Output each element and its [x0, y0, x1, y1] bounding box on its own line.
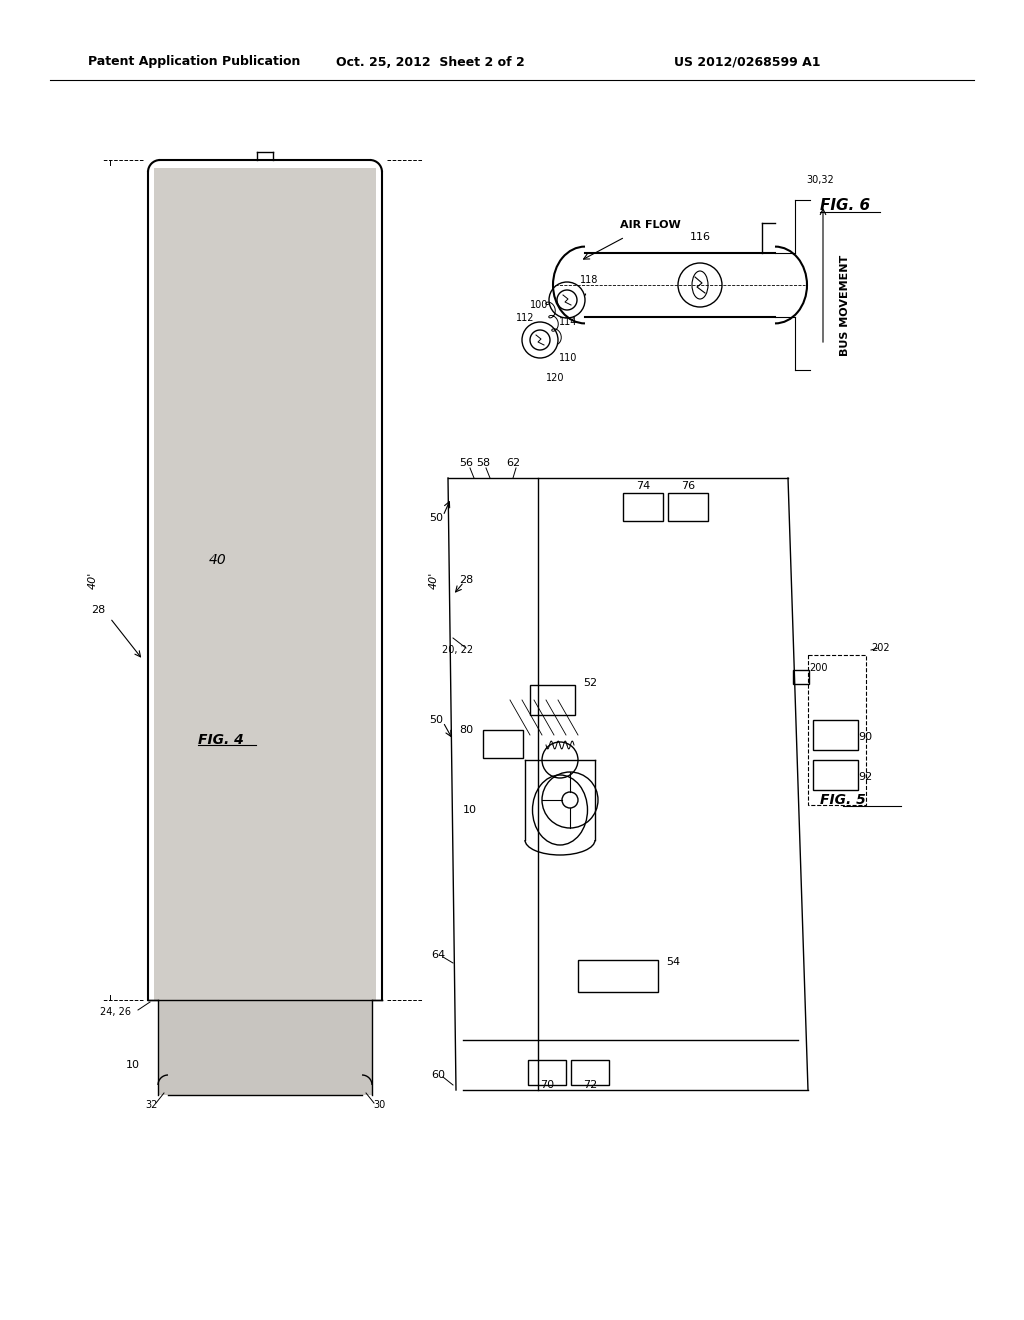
Bar — [483, 730, 523, 758]
Text: 114: 114 — [559, 317, 578, 327]
Text: US 2012/0268599 A1: US 2012/0268599 A1 — [674, 55, 820, 69]
Text: 54: 54 — [666, 957, 680, 968]
Bar — [154, 168, 376, 1001]
Text: 30: 30 — [373, 1100, 385, 1110]
Bar — [578, 960, 658, 993]
Text: 100: 100 — [529, 300, 548, 310]
Text: 50: 50 — [429, 715, 443, 725]
Text: 10: 10 — [463, 805, 477, 814]
Text: 28: 28 — [91, 605, 105, 615]
Bar — [158, 1001, 372, 1096]
Bar — [813, 719, 858, 750]
Bar — [623, 492, 663, 521]
Text: 28: 28 — [459, 576, 473, 585]
Bar — [571, 1060, 609, 1085]
Text: 40': 40' — [429, 572, 439, 589]
Text: 110: 110 — [559, 352, 578, 363]
Text: 24, 26: 24, 26 — [100, 1007, 131, 1016]
Bar — [813, 760, 858, 789]
Text: 62: 62 — [506, 458, 520, 469]
Text: 32: 32 — [144, 1100, 158, 1110]
Text: 74: 74 — [636, 480, 650, 491]
Text: 90: 90 — [858, 733, 872, 742]
Text: 52: 52 — [583, 678, 597, 688]
Bar — [793, 671, 809, 684]
Text: 60: 60 — [431, 1071, 445, 1080]
Text: 112: 112 — [516, 313, 535, 323]
Text: 30,32: 30,32 — [806, 176, 834, 185]
Text: 70: 70 — [540, 1080, 554, 1090]
Text: FIG. 5: FIG. 5 — [820, 793, 866, 807]
Text: BUS MOVEMENT: BUS MOVEMENT — [840, 255, 850, 355]
Text: 202: 202 — [871, 643, 890, 653]
Text: Patent Application Publication: Patent Application Publication — [88, 55, 300, 69]
Text: 10: 10 — [126, 1060, 140, 1071]
Text: 20, 22: 20, 22 — [442, 645, 473, 655]
Bar — [528, 1060, 566, 1085]
Text: 120: 120 — [546, 374, 564, 383]
Text: FIG. 6: FIG. 6 — [820, 198, 870, 213]
Text: 64: 64 — [431, 950, 445, 960]
Text: 80: 80 — [459, 725, 473, 735]
Bar — [668, 492, 708, 521]
Text: Oct. 25, 2012  Sheet 2 of 2: Oct. 25, 2012 Sheet 2 of 2 — [336, 55, 524, 69]
Text: AIR FLOW: AIR FLOW — [620, 220, 680, 230]
Bar — [808, 655, 866, 805]
Text: 58: 58 — [476, 458, 490, 469]
Text: 72: 72 — [583, 1080, 597, 1090]
Text: 118: 118 — [580, 275, 598, 285]
Text: 116: 116 — [689, 232, 711, 242]
Text: 40: 40 — [209, 553, 227, 568]
Text: 56: 56 — [459, 458, 473, 469]
Text: 50: 50 — [429, 513, 443, 523]
Text: 76: 76 — [681, 480, 695, 491]
Text: 92: 92 — [858, 772, 872, 781]
Text: 40': 40' — [88, 572, 98, 589]
Bar — [530, 685, 575, 715]
Text: 200: 200 — [809, 663, 827, 673]
Text: FIG. 4: FIG. 4 — [198, 733, 244, 747]
